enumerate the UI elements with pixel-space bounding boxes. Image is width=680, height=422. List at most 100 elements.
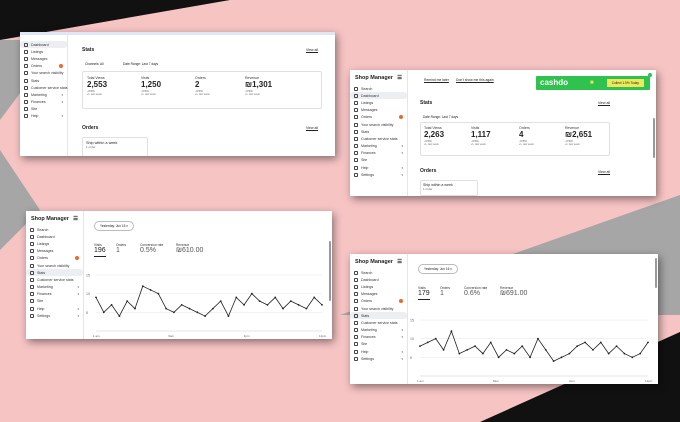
banner-close-icon[interactable] xyxy=(648,73,652,77)
sidebar-item-site[interactable]: Site xyxy=(350,341,407,348)
sidebar-item-messages[interactable]: Messages xyxy=(350,291,407,298)
sidebar-item-marketing[interactable]: Marketing ▾ xyxy=(20,91,67,98)
sidebar-item-customer-service-stats[interactable]: Customer service stats xyxy=(350,135,407,142)
sidebar-item-finances[interactable]: Finances ▾ xyxy=(20,99,67,106)
data-point[interactable] xyxy=(584,341,587,344)
data-point[interactable] xyxy=(313,296,316,299)
data-point[interactable] xyxy=(450,330,453,333)
sidebar-item-search[interactable]: Search xyxy=(26,226,83,233)
menu-collapse-icon[interactable]: ☰ xyxy=(73,216,78,222)
sidebar-item-finances[interactable]: Finances ▾ xyxy=(350,334,407,341)
data-point[interactable] xyxy=(196,311,199,314)
stat-revenue[interactable]: Revenue ₪1,301 -3.5% vs. last week xyxy=(245,76,273,96)
data-point[interactable] xyxy=(639,352,642,355)
metric-revenue[interactable]: Revenue ₪691.00 xyxy=(500,286,528,297)
data-point[interactable] xyxy=(497,356,500,359)
sidebar-item-customer-service-stats[interactable]: Customer service stats xyxy=(350,319,407,326)
stat-visits[interactable]: Visits 1,250 -3.5% vs. last week xyxy=(141,76,162,96)
sidebar-item-stats[interactable]: Stats xyxy=(350,128,407,135)
data-point[interactable] xyxy=(419,345,421,348)
sidebar-item-dashboard[interactable]: Dashboard xyxy=(20,41,67,49)
stats-view-all-link[interactable]: View all xyxy=(598,101,610,105)
banner-cta-button[interactable]: Collect 1.5% Today xyxy=(606,79,644,87)
channels-filter[interactable]: Channels: All xyxy=(85,62,104,66)
metric-orders[interactable]: Orders 1 xyxy=(116,243,127,254)
sidebar-item-orders[interactable]: Orders xyxy=(350,114,407,121)
stat-total-views[interactable]: Total Views 2,553 -3.5% vs. last week xyxy=(87,76,108,96)
data-point[interactable] xyxy=(250,292,253,295)
data-point[interactable] xyxy=(647,341,649,344)
metric-conversion-rate[interactable]: Conversion rate 0.5% xyxy=(140,243,164,254)
data-point[interactable] xyxy=(274,296,277,299)
data-point[interactable] xyxy=(95,296,97,299)
stat-total-views[interactable]: Total Views 2,263 -3.5% vs. last week xyxy=(424,126,445,146)
data-point[interactable] xyxy=(615,345,618,348)
data-point[interactable] xyxy=(474,345,476,348)
sidebar-item-finances[interactable]: Finances ▾ xyxy=(26,291,83,298)
sidebar-item-settings[interactable]: Settings ▾ xyxy=(26,312,83,319)
date-range-filter[interactable]: Date Range: Last 7 days xyxy=(423,115,459,119)
data-point[interactable] xyxy=(623,352,626,355)
sidebar-item-your-search-visibility[interactable]: Your search visibility xyxy=(350,305,407,312)
data-point[interactable] xyxy=(235,296,238,299)
scrollbar[interactable] xyxy=(329,241,331,301)
data-point[interactable] xyxy=(173,311,175,314)
data-point[interactable] xyxy=(126,300,129,303)
sidebar-item-listings[interactable]: Listings xyxy=(20,48,67,55)
data-point[interactable] xyxy=(521,345,524,348)
stat-orders[interactable]: Orders 2 -3.5% vs. last week xyxy=(195,76,210,96)
data-point[interactable] xyxy=(227,315,230,317)
metric-visits[interactable]: Visits 196 xyxy=(94,243,106,257)
sidebar-item-dashboard[interactable]: Dashboard xyxy=(26,233,83,240)
sidebar-item-dashboard[interactable]: Dashboard xyxy=(350,92,407,100)
sidebar-item-messages[interactable]: Messages xyxy=(26,248,83,255)
data-point[interactable] xyxy=(305,307,308,310)
data-point[interactable] xyxy=(505,348,508,351)
sidebar-item-search[interactable]: Search xyxy=(350,269,407,276)
sidebar-item-customer-service-stats[interactable]: Customer service stats xyxy=(20,84,68,91)
data-point[interactable] xyxy=(537,337,539,340)
data-point[interactable] xyxy=(204,315,207,317)
dont-show-link[interactable]: Don't show me this again xyxy=(456,78,494,82)
sidebar-item-your-search-visibility[interactable]: Your search visibility xyxy=(20,70,67,77)
data-point[interactable] xyxy=(426,341,429,344)
data-point[interactable] xyxy=(258,300,261,303)
data-point[interactable] xyxy=(489,341,492,344)
data-point[interactable] xyxy=(552,360,555,362)
data-point[interactable] xyxy=(321,303,323,306)
data-point[interactable] xyxy=(592,348,594,351)
data-point[interactable] xyxy=(442,348,445,351)
sidebar-item-help[interactable]: Help ▾ xyxy=(26,305,83,312)
metric-orders[interactable]: Orders 1 xyxy=(440,286,451,297)
sidebar-item-settings[interactable]: Settings ▾ xyxy=(350,171,407,178)
sidebar-item-site[interactable]: Site xyxy=(20,106,67,113)
sidebar-item-stats[interactable]: Stats xyxy=(26,269,83,277)
stat-visits[interactable]: Visits 1,117 -3.5% vs. last week xyxy=(471,126,491,146)
data-point[interactable] xyxy=(149,289,152,291)
data-point[interactable] xyxy=(576,345,579,348)
data-point[interactable] xyxy=(560,356,563,359)
sidebar-item-help[interactable]: Help ▾ xyxy=(350,348,407,355)
data-point[interactable] xyxy=(118,315,121,317)
sidebar-item-orders[interactable]: Orders xyxy=(350,298,407,305)
metric-revenue[interactable]: Revenue ₪610.00 xyxy=(176,243,204,254)
sidebar-item-marketing[interactable]: Marketing ▾ xyxy=(26,284,83,291)
data-point[interactable] xyxy=(211,307,214,310)
sidebar-item-orders[interactable]: Orders xyxy=(26,255,83,262)
date-range-filter[interactable]: Date Range: Last 7 days xyxy=(123,62,159,66)
stats-view-all-link[interactable]: View all xyxy=(306,48,318,52)
data-point[interactable] xyxy=(141,285,144,288)
sidebar-item-marketing[interactable]: Marketing ▾ xyxy=(350,143,407,150)
metric-visits[interactable]: Visits 179 xyxy=(418,286,430,300)
data-point[interactable] xyxy=(266,303,269,306)
data-point[interactable] xyxy=(134,307,136,310)
data-point[interactable] xyxy=(607,352,610,355)
data-point[interactable] xyxy=(481,352,484,355)
data-point[interactable] xyxy=(165,307,168,310)
data-point[interactable] xyxy=(466,348,469,351)
data-point[interactable] xyxy=(513,352,516,355)
sidebar-item-your-search-visibility[interactable]: Your search visibility xyxy=(350,121,407,128)
sidebar-item-dashboard[interactable]: Dashboard xyxy=(350,276,407,283)
orders-view-all-link[interactable]: View all xyxy=(598,170,610,174)
data-point[interactable] xyxy=(157,292,160,295)
